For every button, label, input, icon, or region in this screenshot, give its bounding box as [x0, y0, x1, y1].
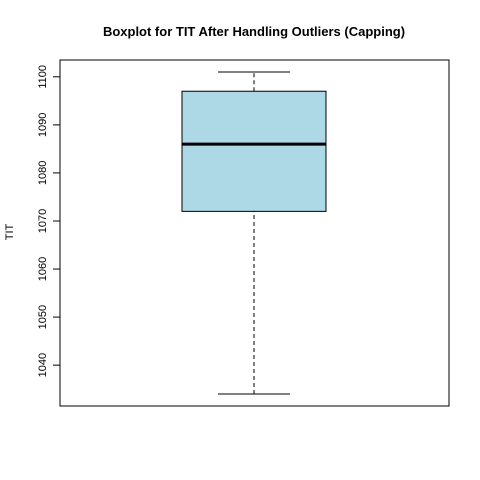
box-layer: [181, 71, 327, 395]
y-axis: 1040 1050 1060 1070 1080 1090 1100: [37, 65, 61, 377]
y-axis-label: TIT: [4, 223, 16, 240]
y-tick-label: 1050: [37, 305, 49, 329]
y-tick-label: 1080: [37, 161, 49, 185]
y-tick-label: 1090: [37, 113, 49, 137]
iqr-box: [181, 90, 327, 212]
y-tick-label: 1040: [37, 353, 49, 377]
y-tick-label: 1070: [37, 209, 49, 233]
chart-title: Boxplot for TIT After Handling Outliers …: [103, 24, 405, 39]
y-tick-label: 1060: [37, 257, 49, 281]
y-tick-label: 1100: [37, 65, 49, 89]
